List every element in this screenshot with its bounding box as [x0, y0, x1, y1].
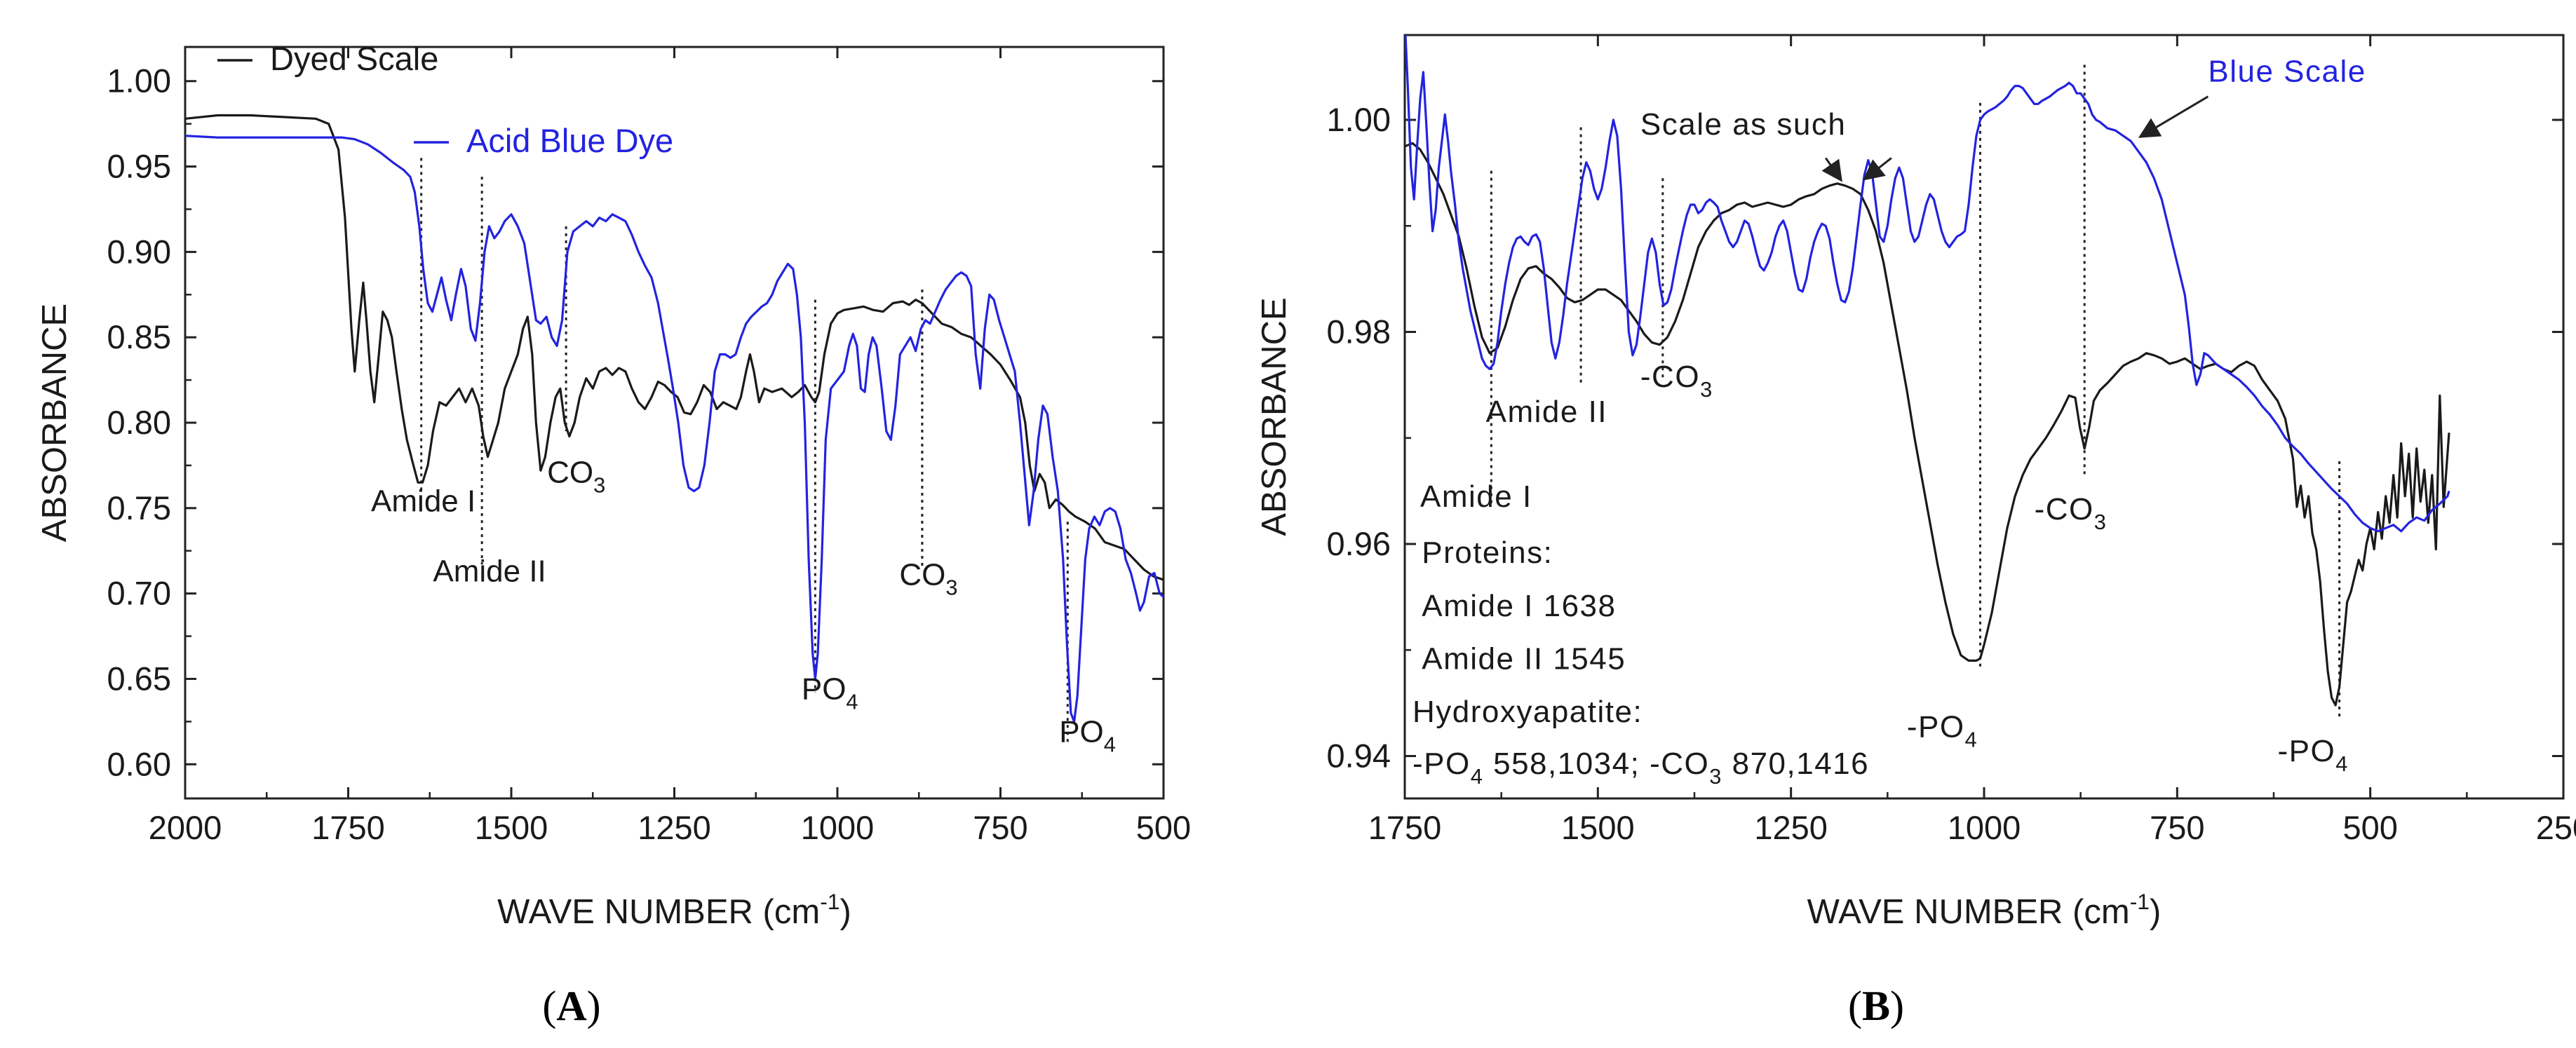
x-tick-label: 1250 [1754, 809, 1828, 846]
x-axis-label: WAVE NUMBER (cm-1) [497, 889, 851, 931]
annotation-label: PO4 [802, 672, 858, 714]
y-tick-label: 1.00 [1327, 101, 1391, 138]
x-tick-label: 1500 [1561, 809, 1635, 846]
y-tick-label: 0.85 [107, 318, 171, 355]
annotation-label: Hydroxyapatite: [1412, 695, 1643, 729]
x-tick-label: 500 [2342, 809, 2397, 846]
panel-label: (A) [542, 983, 600, 1029]
x-tick-label: 250 [2536, 809, 2576, 846]
x-tick-label: 750 [973, 809, 1027, 846]
annotation-label: -PO4 [1907, 709, 1978, 751]
annotation-label: Blue Scale [2208, 55, 2366, 89]
series-line-blue-scale [1405, 35, 2450, 533]
y-tick-label: 0.65 [107, 660, 171, 697]
chart-panel-b: 1750 1500 1250 1000 750 500 250 0.94 0.96 0.98 1.0… [1255, 34, 2576, 1029]
y-tick-label: 0.95 [107, 148, 171, 185]
x-tick-label: 500 [1136, 809, 1191, 846]
annotation-label: -PO4 558,1034; -CO3 870,1416 [1412, 747, 1869, 789]
y-tick-label: 0.70 [107, 575, 171, 612]
y-tick-label: 0.90 [107, 233, 171, 270]
plot-frame [184, 46, 1165, 800]
y-tick-label: 0.80 [107, 404, 171, 441]
legend-label: Dyed Scale [270, 40, 438, 77]
y-tick-label: 0.94 [1327, 737, 1391, 775]
annotation-label: Amide II 1545 [1422, 641, 1626, 676]
x-tick-label: 2000 [149, 809, 222, 846]
x-tick-label: 1750 [311, 809, 385, 846]
annotation-label: CO3 [547, 455, 605, 497]
annotation-label: -PO4 [2278, 734, 2349, 776]
annotation-label: CO3 [899, 557, 957, 599]
annotation-label: PO4 [1059, 715, 1116, 757]
annotation-arrow [2138, 95, 2209, 138]
x-tick-label: 750 [2150, 809, 2204, 846]
annotation-label: Amide I [371, 484, 476, 519]
y-tick-label: 0.75 [107, 489, 171, 526]
series-line-dyed-scale [185, 114, 1164, 581]
chart-panel-a: 2000 1750 1500 1250 1000 750 500 0.60 0.65 0.70 0.… [36, 40, 1191, 1029]
annotation-label: -CO3 [1640, 360, 1713, 402]
annotation-label: Amide I [1420, 479, 1532, 514]
legend-label: Acid Blue Dye [466, 122, 673, 159]
x-tick-label: 1500 [475, 809, 548, 846]
x-tick-label: 1000 [1948, 809, 2021, 846]
x-axis-label: WAVE NUMBER (cm-1) [1807, 889, 2162, 931]
series-line-scale-as-such [1405, 142, 2450, 707]
y-axis-label: ABSORBANCE [1255, 297, 1293, 536]
annotation-label: Amide II [433, 554, 546, 589]
series-line-acid-blue-dye [185, 135, 1164, 723]
y-tick-label: 0.60 [107, 745, 171, 782]
annotation-label: Amide I 1638 [1422, 589, 1616, 623]
annotation-arrow [1821, 157, 1842, 182]
y-tick-label: 0.98 [1327, 313, 1391, 351]
annotation-arrow [1862, 157, 1892, 181]
annotation-label: Amide II [1486, 395, 1607, 429]
x-tick-label: 1750 [1368, 809, 1442, 846]
x-tick-label: 1250 [638, 809, 711, 846]
annotation-label: -CO3 [2035, 492, 2108, 534]
annotation-label: Proteins: [1422, 536, 1553, 570]
x-tick-label: 1000 [801, 809, 875, 846]
y-axis-label: ABSORBANCE [36, 304, 74, 542]
y-tick-label: 0.96 [1327, 525, 1391, 562]
y-tick-label: 1.00 [107, 62, 171, 100]
panel-label: (B) [1848, 983, 1904, 1029]
annotation-label: Scale as such [1640, 107, 1846, 142]
